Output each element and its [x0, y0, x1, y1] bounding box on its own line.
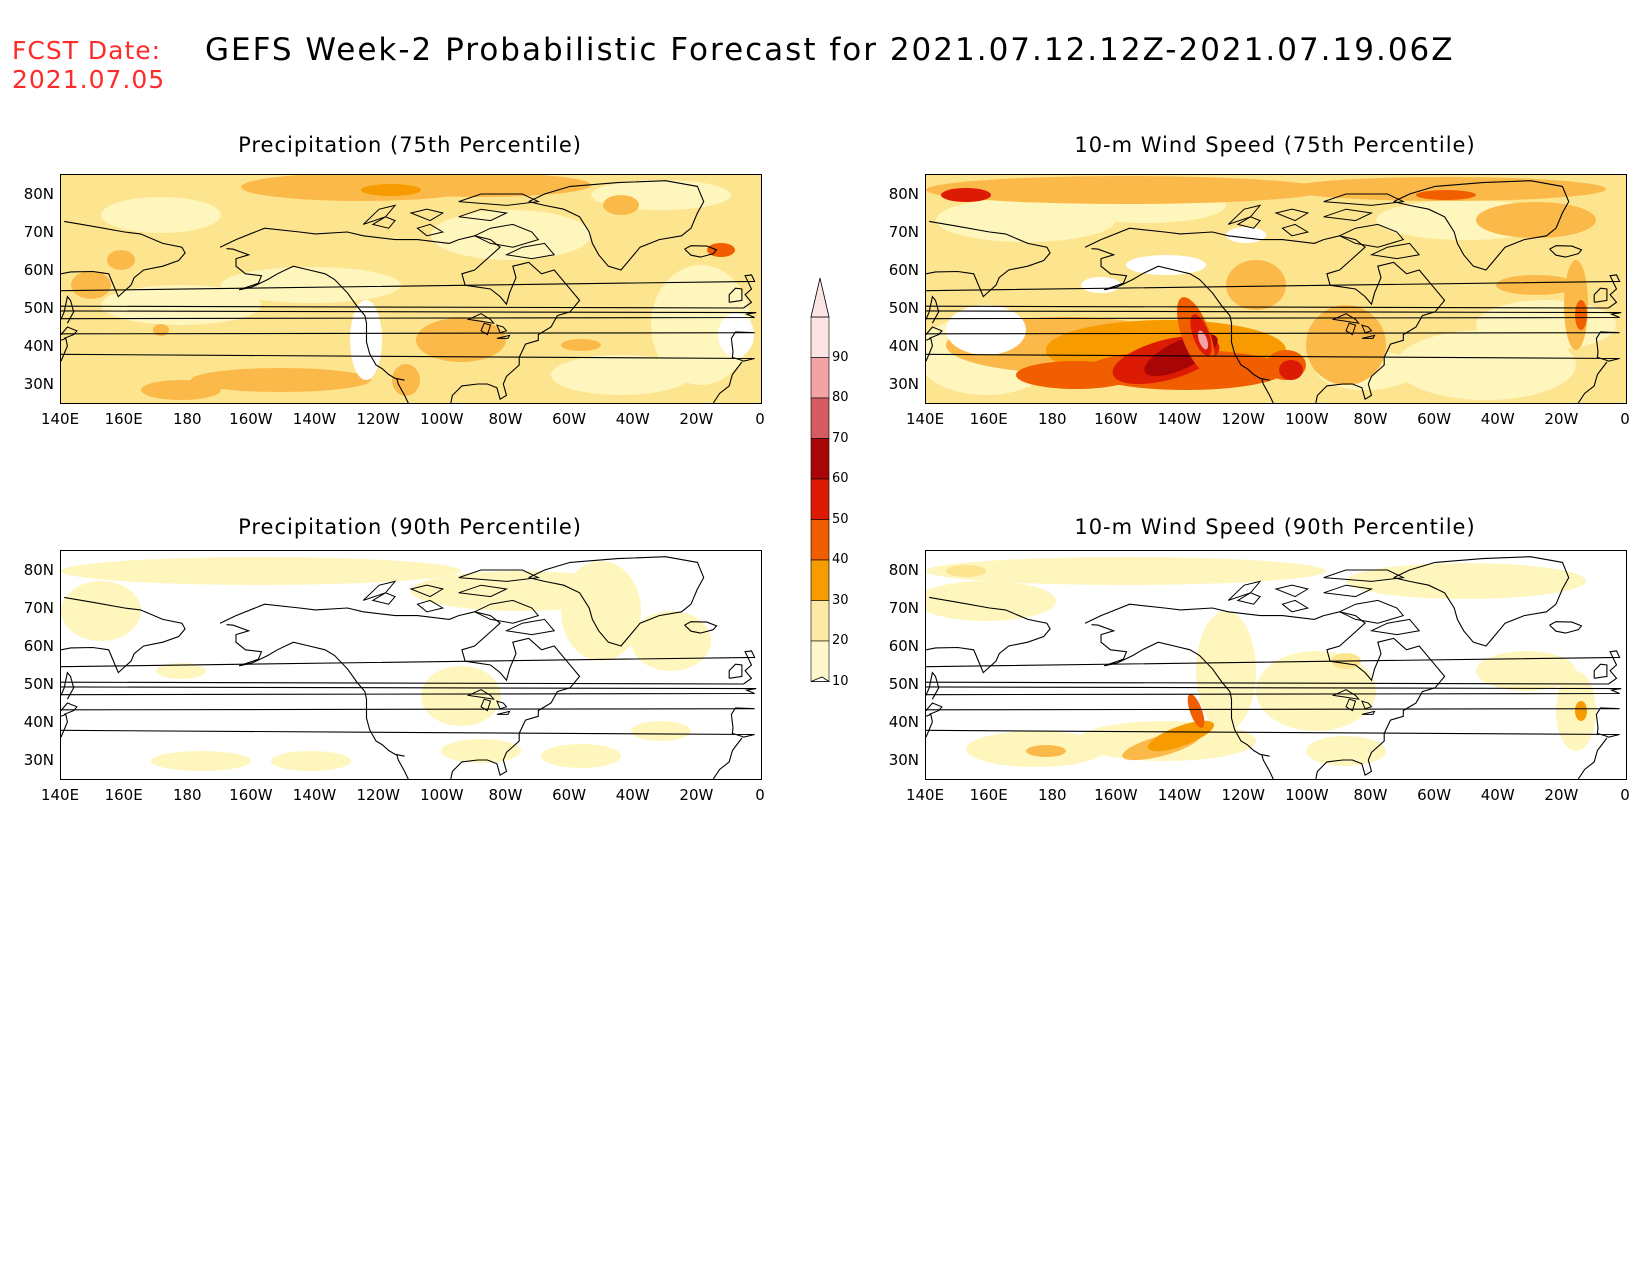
lon-label: 20W	[1544, 410, 1579, 428]
map-field	[61, 551, 761, 779]
lon-label: 140W	[292, 786, 337, 804]
lon-label: 0	[1620, 786, 1630, 804]
lat-label: 30N	[23, 751, 54, 769]
lon-label: 20W	[679, 410, 714, 428]
colorbar-level-label: 60	[832, 471, 849, 486]
lat-label: 70N	[888, 599, 919, 617]
lat-label: 30N	[888, 375, 919, 393]
colorbar-level-label: 50	[832, 511, 849, 527]
lon-label: 40W	[1480, 410, 1515, 428]
fcst-date-value: 2021.07.05	[12, 65, 166, 94]
map-panel-wind75	[925, 174, 1627, 404]
lon-label: 160W	[1094, 410, 1138, 428]
lon-label: 160W	[229, 786, 273, 804]
lat-label: 30N	[23, 375, 54, 393]
colorbar-level-label: 40	[832, 552, 849, 567]
lat-label: 70N	[23, 223, 54, 241]
lon-label: 140W	[1157, 410, 1202, 428]
lat-label: 50N	[23, 675, 54, 693]
lon-label: 120W	[1221, 410, 1265, 428]
map-field	[926, 551, 1626, 779]
lon-label: 120W	[356, 786, 400, 804]
lon-label: 40W	[615, 410, 650, 428]
lon-label: 140E	[40, 786, 80, 804]
lon-label: 0	[755, 410, 765, 428]
fcst-date-block: FCST Date: 2021.07.05	[12, 36, 165, 94]
lon-label: 160E	[969, 786, 1008, 804]
lon-label: 40W	[615, 786, 650, 804]
map-panel-precip75	[60, 174, 762, 404]
lon-label: 0	[755, 786, 765, 804]
lat-label: 40N	[888, 713, 919, 731]
lat-label: 80N	[888, 561, 919, 579]
colorbar-level-label: 80	[832, 390, 849, 405]
lon-label: 80W	[488, 786, 523, 804]
lat-label: 50N	[888, 299, 919, 317]
lat-label: 60N	[888, 261, 919, 279]
lat-label: 50N	[23, 299, 54, 317]
lon-label: 20W	[679, 786, 714, 804]
lon-label: 140W	[292, 410, 337, 428]
lon-label: 160W	[229, 410, 273, 428]
colorbar-level-label: 20	[832, 633, 849, 648]
lon-label: 180	[1037, 786, 1067, 804]
lat-label: 50N	[888, 675, 919, 693]
lon-label: 100W	[420, 786, 464, 804]
colorbar-level-label: 30	[832, 592, 849, 608]
lon-label: 60W	[1417, 410, 1452, 428]
lon-label: 0	[1620, 410, 1630, 428]
lon-label: 60W	[552, 786, 587, 804]
lon-label: 160E	[104, 410, 143, 428]
panel-title-wind90: 10-m Wind Speed (90th Percentile)	[1074, 515, 1476, 539]
lat-label: 80N	[23, 185, 54, 203]
lon-label: 180	[172, 410, 202, 428]
map-panel-precip90	[60, 550, 762, 780]
lon-label: 20W	[1544, 786, 1579, 804]
lon-label: 100W	[1285, 410, 1329, 428]
lon-label: 140E	[905, 410, 945, 428]
lat-label: 40N	[23, 337, 54, 355]
lat-label: 40N	[23, 713, 54, 731]
lat-label: 80N	[888, 185, 919, 203]
lon-label: 160E	[969, 410, 1008, 428]
lon-label: 120W	[356, 410, 400, 428]
lon-label: 40W	[1480, 786, 1515, 804]
lon-label: 140W	[1157, 786, 1202, 804]
colorbar-level-label: 90	[832, 349, 849, 365]
lon-label: 80W	[1353, 410, 1388, 428]
lon-label: 80W	[1353, 786, 1388, 804]
lon-label: 100W	[1285, 786, 1329, 804]
lat-label: 70N	[888, 223, 919, 241]
main-title: GEFS Week-2 Probabilistic Forecast for 2…	[205, 32, 1455, 68]
lat-label: 80N	[23, 561, 54, 579]
lon-label: 160E	[104, 786, 143, 804]
lat-label: 60N	[23, 637, 54, 655]
lon-label: 60W	[1417, 786, 1452, 804]
lon-label: 140E	[40, 410, 80, 428]
lat-label: 40N	[888, 337, 919, 355]
colorbar-level-label: 70	[832, 430, 849, 446]
colorbar-level-label: 10	[832, 673, 849, 689]
lat-label: 60N	[23, 261, 54, 279]
lon-label: 120W	[1221, 786, 1265, 804]
lat-label: 30N	[888, 751, 919, 769]
lon-label: 100W	[420, 410, 464, 428]
lon-label: 180	[172, 786, 202, 804]
lon-label: 180	[1037, 410, 1067, 428]
lon-label: 60W	[552, 410, 587, 428]
lat-label: 60N	[888, 637, 919, 655]
lon-label: 140E	[905, 786, 945, 804]
lon-label: 160W	[1094, 786, 1138, 804]
map-field	[61, 175, 761, 403]
panel-title-wind75: 10-m Wind Speed (75th Percentile)	[1074, 133, 1476, 157]
fcst-date-label: FCST Date:	[12, 36, 162, 65]
lat-label: 70N	[23, 599, 54, 617]
colorbar	[810, 277, 831, 682]
panel-title-precip90: Precipitation (90th Percentile)	[238, 515, 582, 539]
panel-title-precip75: Precipitation (75th Percentile)	[238, 133, 582, 157]
map-field	[926, 175, 1626, 403]
lon-label: 80W	[488, 410, 523, 428]
map-panel-wind90	[925, 550, 1627, 780]
